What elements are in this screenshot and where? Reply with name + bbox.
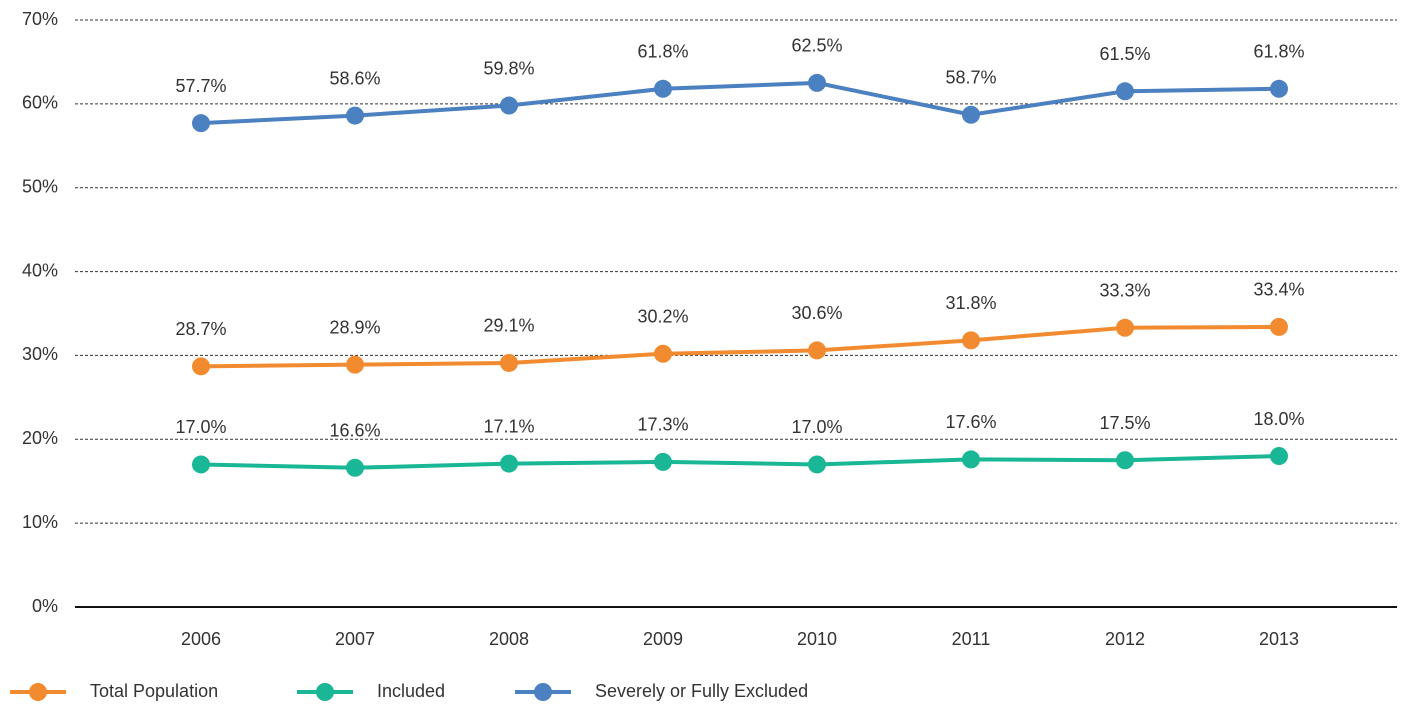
data-point xyxy=(1270,447,1288,466)
data-point xyxy=(192,114,210,133)
data-point xyxy=(346,355,364,374)
x-tick-label: 2007 xyxy=(335,629,375,649)
data-point xyxy=(192,357,210,376)
y-tick-label: 60% xyxy=(22,93,58,113)
series-line xyxy=(200,324,1280,369)
data-point xyxy=(1270,79,1288,98)
series-line xyxy=(200,454,1280,470)
data-point xyxy=(962,331,980,350)
data-label: 61.8% xyxy=(1253,42,1304,62)
data-point xyxy=(346,458,364,477)
data-label: 17.5% xyxy=(1099,413,1150,433)
data-label: 17.1% xyxy=(483,416,534,436)
y-tick-label: 50% xyxy=(22,176,58,196)
data-label: 17.3% xyxy=(637,415,688,435)
legend-marker xyxy=(316,683,334,701)
data-point xyxy=(962,450,980,469)
data-label: 28.9% xyxy=(329,317,380,337)
data-label: 17.6% xyxy=(945,412,996,432)
data-label: 57.7% xyxy=(175,76,226,96)
x-tick-label: 2012 xyxy=(1105,629,1145,649)
y-tick-label: 10% xyxy=(22,512,58,532)
legend-label: Severely or Fully Excluded xyxy=(595,681,808,701)
x-tick-label: 2011 xyxy=(952,629,991,649)
data-label: 30.2% xyxy=(637,307,688,327)
series-line xyxy=(200,80,1280,126)
data-label: 61.8% xyxy=(637,42,688,62)
legend-label: Included xyxy=(377,681,445,701)
data-point xyxy=(1116,82,1134,101)
data-label: 29.1% xyxy=(483,316,534,336)
data-point xyxy=(500,353,518,372)
x-tick-label: 2010 xyxy=(797,629,837,649)
data-point xyxy=(808,455,826,474)
y-tick-label: 40% xyxy=(22,260,58,280)
data-label: 62.5% xyxy=(791,36,842,56)
data-point xyxy=(654,79,672,98)
data-point xyxy=(808,341,826,360)
data-point xyxy=(1270,317,1288,336)
y-tick-label: 0% xyxy=(32,596,58,616)
data-point xyxy=(192,455,210,474)
data-point xyxy=(500,96,518,115)
data-label: 31.8% xyxy=(945,293,996,313)
data-label: 58.6% xyxy=(329,68,380,88)
data-point xyxy=(1116,451,1134,470)
y-tick-label: 20% xyxy=(22,428,58,448)
data-point xyxy=(500,454,518,473)
data-point xyxy=(1116,318,1134,337)
data-point xyxy=(962,105,980,124)
x-tick-label: 2006 xyxy=(181,629,221,649)
data-label: 59.8% xyxy=(483,58,534,78)
x-tick-label: 2009 xyxy=(643,629,683,649)
data-point xyxy=(654,344,672,363)
data-label: 17.0% xyxy=(175,417,226,437)
data-label: 58.7% xyxy=(945,68,996,88)
legend-marker xyxy=(29,683,47,701)
data-label: 61.5% xyxy=(1099,44,1150,64)
data-point xyxy=(654,452,672,471)
x-tick-label: 2013 xyxy=(1259,629,1299,649)
data-point xyxy=(346,106,364,125)
x-tick-label: 2008 xyxy=(489,629,529,649)
data-label: 16.6% xyxy=(329,421,380,441)
y-tick-label: 70% xyxy=(22,9,58,29)
data-point xyxy=(808,73,826,92)
legend-marker xyxy=(534,683,552,701)
data-label: 30.6% xyxy=(791,303,842,323)
y-tick-label: 30% xyxy=(22,344,58,364)
data-label: 33.3% xyxy=(1099,281,1150,301)
legend-label: Total Population xyxy=(90,681,218,701)
data-label: 28.7% xyxy=(175,319,226,339)
data-label: 33.4% xyxy=(1253,280,1304,300)
data-label: 18.0% xyxy=(1253,409,1304,429)
data-label: 17.0% xyxy=(791,417,842,437)
